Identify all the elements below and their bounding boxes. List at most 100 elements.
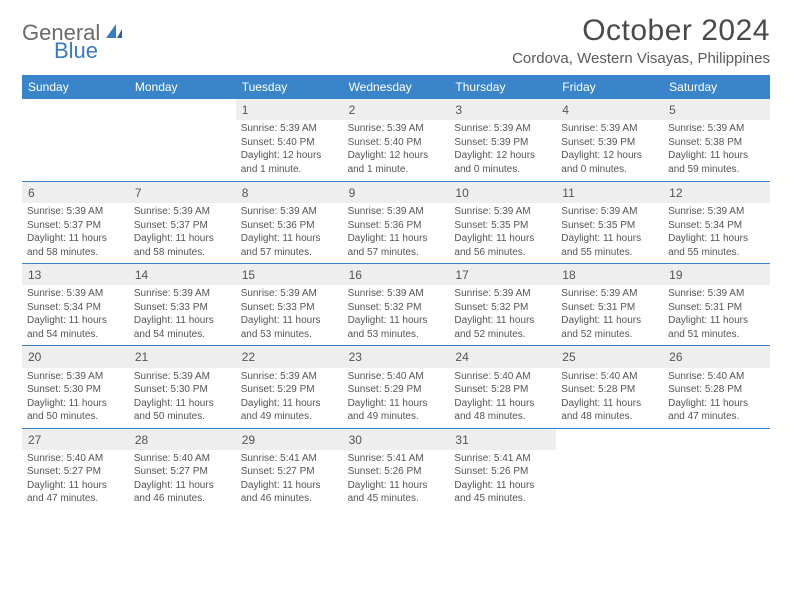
day-number: 26 <box>663 346 770 367</box>
day-number: 7 <box>129 182 236 203</box>
day-number: 31 <box>449 429 556 450</box>
day-number: 27 <box>22 429 129 450</box>
daylight-text: Daylight: 12 hours and 0 minutes. <box>561 149 658 176</box>
day-info: Sunrise: 5:39 AMSunset: 5:34 PMDaylight:… <box>22 287 129 345</box>
sunrise-text: Sunrise: 5:39 AM <box>454 287 551 301</box>
daylight-text: Daylight: 11 hours and 50 minutes. <box>134 397 231 424</box>
day-number: 4 <box>556 99 663 120</box>
day-number: 30 <box>343 429 450 450</box>
day-number: 24 <box>449 346 556 367</box>
day-info: Sunrise: 5:40 AMSunset: 5:27 PMDaylight:… <box>129 452 236 510</box>
day-info: Sunrise: 5:39 AMSunset: 5:39 PMDaylight:… <box>449 122 556 180</box>
day-number: 21 <box>129 346 236 367</box>
day-info: Sunrise: 5:39 AMSunset: 5:30 PMDaylight:… <box>22 370 129 428</box>
sunset-text: Sunset: 5:32 PM <box>454 301 551 315</box>
sunset-text: Sunset: 5:29 PM <box>241 383 338 397</box>
day-cell: 29Sunrise: 5:41 AMSunset: 5:27 PMDayligh… <box>236 429 343 510</box>
day-number: 22 <box>236 346 343 367</box>
daylight-text: Daylight: 11 hours and 47 minutes. <box>668 397 765 424</box>
sunset-text: Sunset: 5:37 PM <box>27 219 124 233</box>
daylight-text: Daylight: 11 hours and 49 minutes. <box>348 397 445 424</box>
sunrise-text: Sunrise: 5:39 AM <box>348 287 445 301</box>
day-cell: 1Sunrise: 5:39 AMSunset: 5:40 PMDaylight… <box>236 99 343 181</box>
sunrise-text: Sunrise: 5:39 AM <box>561 205 658 219</box>
daylight-text: Daylight: 11 hours and 45 minutes. <box>348 479 445 506</box>
sunrise-text: Sunrise: 5:39 AM <box>561 287 658 301</box>
sunrise-text: Sunrise: 5:39 AM <box>27 205 124 219</box>
day-cell: 16Sunrise: 5:39 AMSunset: 5:32 PMDayligh… <box>343 264 450 345</box>
day-info: Sunrise: 5:39 AMSunset: 5:36 PMDaylight:… <box>236 205 343 263</box>
daylight-text: Daylight: 11 hours and 53 minutes. <box>241 314 338 341</box>
day-info: Sunrise: 5:40 AMSunset: 5:29 PMDaylight:… <box>343 370 450 428</box>
daylight-text: Daylight: 11 hours and 56 minutes. <box>454 232 551 259</box>
daylight-text: Daylight: 11 hours and 54 minutes. <box>27 314 124 341</box>
sunset-text: Sunset: 5:39 PM <box>561 136 658 150</box>
day-number: 28 <box>129 429 236 450</box>
daylight-text: Daylight: 12 hours and 0 minutes. <box>454 149 551 176</box>
day-header-sun: Sunday <box>22 75 129 99</box>
sunrise-text: Sunrise: 5:39 AM <box>241 205 338 219</box>
day-info: Sunrise: 5:39 AMSunset: 5:31 PMDaylight:… <box>663 287 770 345</box>
sunset-text: Sunset: 5:27 PM <box>241 465 338 479</box>
day-header-fri: Friday <box>556 75 663 99</box>
day-cell: 14Sunrise: 5:39 AMSunset: 5:33 PMDayligh… <box>129 264 236 345</box>
sunrise-text: Sunrise: 5:39 AM <box>668 205 765 219</box>
day-info: Sunrise: 5:39 AMSunset: 5:37 PMDaylight:… <box>129 205 236 263</box>
sunrise-text: Sunrise: 5:39 AM <box>668 122 765 136</box>
daylight-text: Daylight: 11 hours and 52 minutes. <box>454 314 551 341</box>
sunset-text: Sunset: 5:28 PM <box>561 383 658 397</box>
sunset-text: Sunset: 5:30 PM <box>27 383 124 397</box>
weeks-container: 1Sunrise: 5:39 AMSunset: 5:40 PMDaylight… <box>22 99 770 510</box>
sunrise-text: Sunrise: 5:39 AM <box>668 287 765 301</box>
sunset-text: Sunset: 5:39 PM <box>454 136 551 150</box>
week-row: 1Sunrise: 5:39 AMSunset: 5:40 PMDaylight… <box>22 99 770 181</box>
sunrise-text: Sunrise: 5:39 AM <box>241 287 338 301</box>
logo-text-blue: Blue <box>54 38 98 63</box>
day-number: 6 <box>22 182 129 203</box>
sunrise-text: Sunrise: 5:41 AM <box>454 452 551 466</box>
day-cell: 22Sunrise: 5:39 AMSunset: 5:29 PMDayligh… <box>236 346 343 427</box>
daylight-text: Daylight: 11 hours and 52 minutes. <box>561 314 658 341</box>
daylight-text: Daylight: 11 hours and 46 minutes. <box>134 479 231 506</box>
day-cell: 6 Sunrise: 5:39 AMSunset: 5:37 PMDaylight… <box>22 182 129 263</box>
day-number: 12 <box>663 182 770 203</box>
day-cell: 12Sunrise: 5:39 AMSunset: 5:34 PMDayligh… <box>663 182 770 263</box>
week-row: 27Sunrise: 5:40 AMSunset: 5:27 PMDayligh… <box>22 428 770 510</box>
daylight-text: Daylight: 11 hours and 59 minutes. <box>668 149 765 176</box>
day-info: Sunrise: 5:39 AMSunset: 5:40 PMDaylight:… <box>236 122 343 180</box>
day-cell <box>22 99 129 181</box>
sunset-text: Sunset: 5:33 PM <box>134 301 231 315</box>
day-cell: 31Sunrise: 5:41 AMSunset: 5:26 PMDayligh… <box>449 429 556 510</box>
sunset-text: Sunset: 5:37 PM <box>134 219 231 233</box>
sunrise-text: Sunrise: 5:39 AM <box>27 370 124 384</box>
sunset-text: Sunset: 5:32 PM <box>348 301 445 315</box>
week-row: 20Sunrise: 5:39 AMSunset: 5:30 PMDayligh… <box>22 345 770 427</box>
daylight-text: Daylight: 11 hours and 58 minutes. <box>27 232 124 259</box>
daylight-text: Daylight: 11 hours and 55 minutes. <box>561 232 658 259</box>
day-cell: 27Sunrise: 5:40 AMSunset: 5:27 PMDayligh… <box>22 429 129 510</box>
sunset-text: Sunset: 5:40 PM <box>241 136 338 150</box>
sunrise-text: Sunrise: 5:40 AM <box>348 370 445 384</box>
sunrise-text: Sunrise: 5:39 AM <box>561 122 658 136</box>
daylight-text: Daylight: 11 hours and 48 minutes. <box>561 397 658 424</box>
day-cell: 11Sunrise: 5:39 AMSunset: 5:35 PMDayligh… <box>556 182 663 263</box>
sunset-text: Sunset: 5:35 PM <box>561 219 658 233</box>
day-number: 13 <box>22 264 129 285</box>
day-cell: 21 Sunrise: 5:39 AMSunset: 5:30 PMDayligh… <box>129 346 236 427</box>
sunrise-text: Sunrise: 5:39 AM <box>241 122 338 136</box>
sunset-text: Sunset: 5:28 PM <box>668 383 765 397</box>
day-info: Sunrise: 5:40 AMSunset: 5:28 PMDaylight:… <box>663 370 770 428</box>
sunset-text: Sunset: 5:29 PM <box>348 383 445 397</box>
sunrise-text: Sunrise: 5:40 AM <box>561 370 658 384</box>
sunrise-text: Sunrise: 5:39 AM <box>134 205 231 219</box>
month-title: October 2024 <box>512 14 770 48</box>
day-info: Sunrise: 5:39 AMSunset: 5:30 PMDaylight:… <box>129 370 236 428</box>
day-number: 2 <box>343 99 450 120</box>
sunset-text: Sunset: 5:36 PM <box>348 219 445 233</box>
day-info: Sunrise: 5:39 AMSunset: 5:36 PMDaylight:… <box>343 205 450 263</box>
sunset-text: Sunset: 5:27 PM <box>27 465 124 479</box>
day-info: Sunrise: 5:39 AMSunset: 5:35 PMDaylight:… <box>556 205 663 263</box>
sunset-text: Sunset: 5:28 PM <box>454 383 551 397</box>
day-cell <box>663 429 770 510</box>
day-cell: 25Sunrise: 5:40 AMSunset: 5:28 PMDayligh… <box>556 346 663 427</box>
